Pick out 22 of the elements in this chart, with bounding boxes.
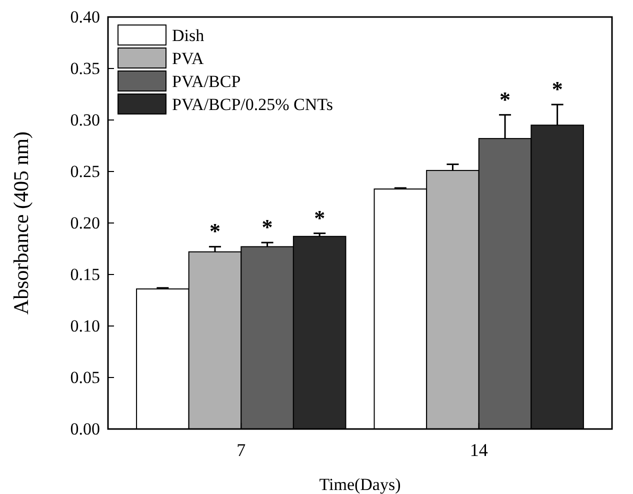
y-tick-label: 0.05: [70, 368, 100, 387]
y-tick-label: 0.20: [70, 213, 100, 232]
x-axis-title: Time(Days): [319, 475, 401, 494]
x-tick-label: 14: [470, 440, 488, 460]
legend-label: PVA/BCP/0.25% CNTs: [172, 95, 333, 114]
y-tick-label: 0.40: [70, 7, 100, 26]
x-tick-label: 7: [236, 440, 246, 460]
y-tick-label: 0.35: [70, 58, 100, 78]
legend-label: PVA: [172, 49, 205, 68]
y-tick-label: 0.30: [70, 110, 100, 130]
annotation: *: [500, 86, 511, 112]
legend-label: PVA/BCP: [172, 72, 241, 91]
annotation: *: [552, 76, 563, 102]
legend-label: Dish: [172, 26, 205, 45]
y-tick-label: 0.00: [70, 419, 100, 438]
y-axis-title: Absorbance (405 nm): [9, 131, 33, 315]
y-tick-label: 0.25: [70, 162, 100, 181]
y-tick-label: 0.10: [70, 316, 100, 336]
y-tick-label: 0.15: [70, 264, 100, 284]
annotation: *: [209, 218, 220, 244]
annotation: *: [262, 214, 273, 240]
annotation: *: [314, 205, 326, 230]
